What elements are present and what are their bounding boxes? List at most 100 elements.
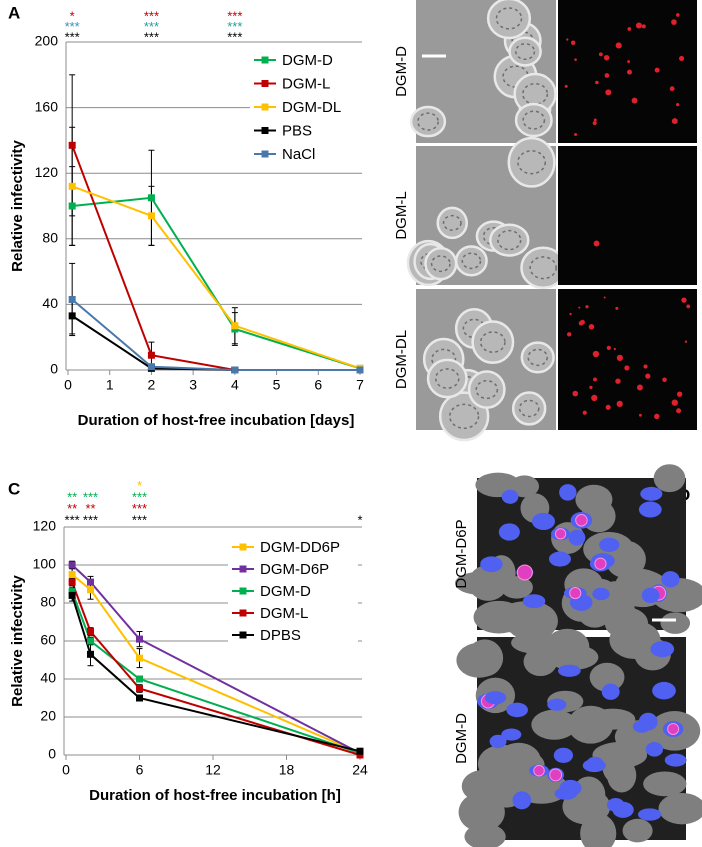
cell	[507, 136, 556, 188]
legend-marker	[239, 609, 247, 617]
legend-label: DGM-L	[282, 75, 330, 92]
data-point	[231, 322, 239, 330]
significance-mark: ***	[132, 512, 147, 527]
parasite	[554, 528, 567, 540]
signal	[626, 69, 633, 75]
significance-mark: ***	[227, 8, 242, 23]
data-point	[147, 194, 155, 202]
data-point	[356, 366, 364, 374]
signal	[582, 410, 587, 415]
signal	[631, 97, 638, 104]
legend-marker	[261, 103, 269, 111]
y-tick-label: 40	[42, 295, 58, 311]
nucleus	[522, 594, 546, 609]
data-point	[87, 578, 94, 586]
signal	[676, 408, 682, 414]
series-line	[71, 185, 361, 370]
signal	[669, 86, 675, 92]
cell	[426, 358, 468, 399]
nucleus	[645, 742, 664, 757]
legend-marker	[261, 80, 269, 87]
significance-mark: ***	[83, 490, 98, 505]
legend-label: DGM-D	[282, 52, 333, 69]
y-tick-label: 0	[48, 746, 56, 762]
data-point	[136, 694, 143, 702]
nucleus	[480, 556, 503, 573]
signal	[676, 391, 683, 397]
cell-texture	[430, 255, 451, 273]
nucleus	[661, 571, 680, 588]
legend-marker	[239, 565, 247, 573]
signal	[671, 118, 678, 125]
signal	[578, 306, 581, 309]
significance-mark: ***	[65, 512, 80, 527]
nucleus	[592, 587, 610, 601]
cell	[424, 247, 458, 281]
signal	[654, 413, 660, 420]
cell-texture	[479, 331, 506, 353]
y-tick-label: 20	[40, 708, 56, 724]
cell-texture	[497, 229, 522, 251]
micrographs	[406, 0, 702, 847]
cell-texture	[522, 110, 546, 130]
data-point	[231, 366, 239, 374]
parasite	[667, 722, 680, 735]
signal	[675, 13, 680, 17]
signal	[606, 345, 611, 350]
nucleus	[641, 587, 660, 604]
cell	[409, 105, 447, 138]
cell-texture	[522, 82, 549, 105]
legend-marker	[239, 587, 247, 595]
data-point	[87, 637, 94, 645]
cell	[520, 341, 555, 374]
cell-texture	[431, 348, 457, 370]
cell	[489, 223, 530, 257]
cytoplasm	[456, 642, 502, 678]
signal	[679, 55, 685, 61]
signal	[570, 40, 576, 45]
x-tick-label: 5	[273, 377, 281, 393]
y-tick-label: 80	[42, 230, 58, 246]
x-tick-label: 6	[314, 377, 322, 393]
cell	[511, 391, 547, 426]
legend-label: DPBS	[260, 627, 301, 644]
signal	[567, 332, 572, 337]
signal	[604, 73, 610, 78]
signal	[592, 350, 600, 358]
x-tick-label: 12	[205, 762, 221, 778]
significance-mark: ***	[227, 29, 242, 44]
data-point	[68, 202, 76, 210]
cytoplasm	[658, 792, 702, 825]
signal	[671, 399, 678, 406]
cell-texture	[515, 43, 536, 61]
series-line	[71, 573, 361, 755]
series-line	[71, 581, 361, 756]
cell	[436, 206, 469, 240]
legend-label: PBS	[282, 122, 312, 139]
signal	[572, 390, 579, 397]
cell	[486, 0, 532, 40]
cytoplasm	[589, 708, 636, 730]
nucleus	[498, 523, 520, 541]
nucleus	[652, 681, 676, 700]
data-point	[136, 685, 143, 692]
nucleus	[489, 734, 507, 749]
series-line	[71, 298, 360, 371]
y-tick-label: 160	[35, 98, 59, 114]
legend-marker	[261, 127, 269, 134]
fluorescence-image	[558, 289, 697, 430]
data-point	[147, 351, 155, 359]
signal	[638, 413, 642, 417]
x-axis-title: Duration of host-free incubation [h]	[89, 787, 341, 804]
data-point	[68, 312, 76, 320]
x-tick-label: 6	[136, 762, 144, 778]
significance-mark: *	[357, 512, 362, 527]
data-point	[136, 675, 143, 683]
nucleus	[548, 551, 571, 567]
legend-marker	[239, 543, 247, 551]
cell-texture	[475, 380, 499, 400]
cytoplasm	[468, 565, 508, 601]
signal	[591, 394, 598, 402]
data-point	[68, 578, 76, 586]
nucleus	[547, 698, 567, 711]
